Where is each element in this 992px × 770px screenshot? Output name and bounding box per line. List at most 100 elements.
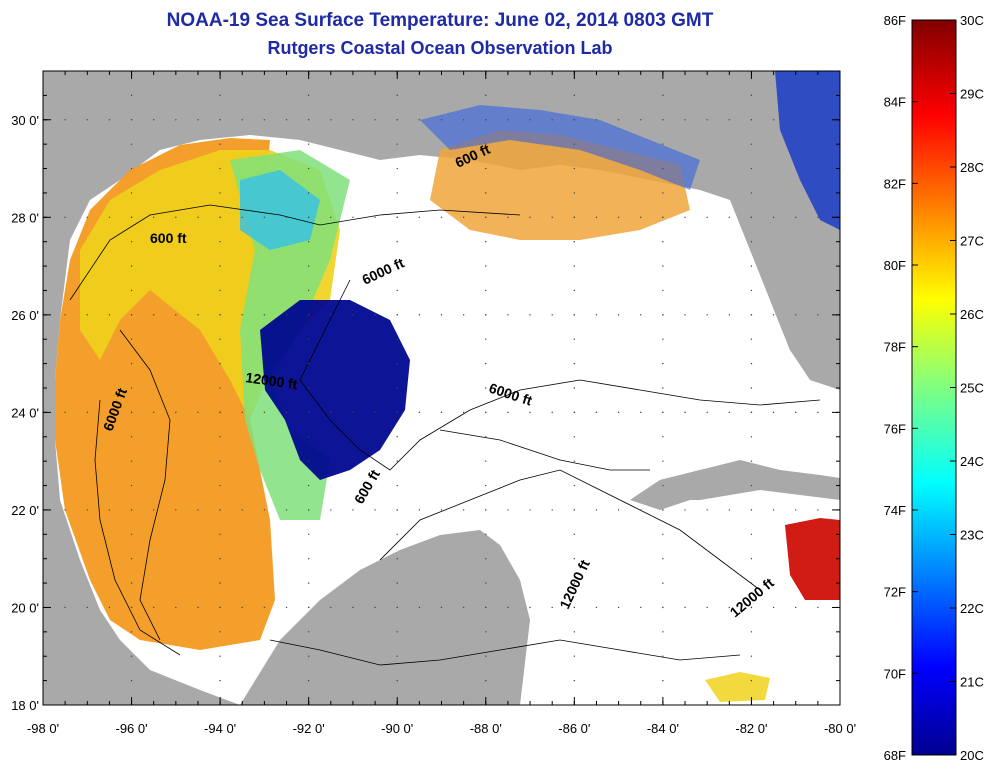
graticule-dot bbox=[418, 606, 421, 609]
graticule-dot bbox=[551, 119, 553, 121]
graticule-dot bbox=[706, 606, 708, 609]
graticule-dot bbox=[750, 582, 753, 584]
sst-cyan-patch bbox=[240, 170, 320, 250]
graticule-dot bbox=[817, 606, 819, 609]
graticule-dot bbox=[86, 411, 88, 414]
graticule-dot bbox=[396, 192, 398, 194]
graticule-dot bbox=[64, 119, 66, 121]
graticule-dot bbox=[662, 362, 664, 365]
graticule-dot bbox=[595, 314, 598, 316]
graticule-dot bbox=[662, 655, 664, 657]
graticule-dot bbox=[307, 338, 310, 340]
graticule-dot bbox=[396, 362, 398, 365]
graticule-dot bbox=[662, 411, 664, 414]
graticule-dot bbox=[595, 411, 598, 414]
sst-east-blue-strip bbox=[775, 71, 840, 230]
graticule-dot bbox=[396, 411, 398, 414]
graticule-dot bbox=[86, 314, 88, 316]
graticule-dot bbox=[219, 216, 221, 219]
graticule-dot bbox=[86, 216, 88, 219]
graticule-dot bbox=[573, 679, 576, 682]
graticule-dot bbox=[241, 216, 243, 219]
graticule-dot bbox=[462, 216, 465, 219]
graticule-dot bbox=[64, 216, 66, 219]
graticule-dot bbox=[485, 167, 487, 170]
graticule-dot bbox=[485, 606, 487, 609]
yucatan-peninsula bbox=[240, 530, 530, 705]
graticule-dot bbox=[130, 216, 133, 219]
graticule-dot bbox=[662, 387, 664, 389]
graticule-dot bbox=[817, 314, 819, 316]
graticule-dot bbox=[573, 94, 576, 97]
lon-tick-label: -80 0' bbox=[824, 721, 856, 736]
graticule-dot bbox=[307, 94, 310, 97]
graticule-dot bbox=[684, 314, 686, 316]
graticule-dot bbox=[130, 143, 133, 145]
graticule-dot bbox=[64, 509, 66, 511]
graticule-dot bbox=[507, 509, 509, 511]
graticule-dot bbox=[330, 606, 332, 609]
graticule-dot bbox=[396, 460, 398, 462]
graticule-dot bbox=[130, 436, 133, 438]
lon-tick-label: -90 0' bbox=[381, 721, 413, 736]
graticule-dot bbox=[507, 119, 509, 121]
graticule-dot bbox=[418, 411, 421, 414]
graticule-dot bbox=[795, 119, 797, 121]
graticule-dot bbox=[219, 655, 221, 657]
graticule-dot bbox=[330, 314, 332, 316]
colorbar-f-label: 72F bbox=[884, 585, 906, 600]
graticule-dot bbox=[219, 192, 221, 194]
graticule-dot bbox=[219, 679, 221, 682]
graticule-dot bbox=[307, 192, 310, 194]
graticule-dot bbox=[662, 167, 664, 170]
graticule-dot bbox=[750, 362, 753, 365]
graticule-dot bbox=[706, 509, 708, 511]
graticule-dot bbox=[396, 167, 398, 170]
graticule-dot bbox=[307, 411, 310, 414]
graticule-dot bbox=[307, 216, 310, 219]
graticule-dot bbox=[617, 509, 620, 511]
graticule-dot bbox=[573, 606, 576, 609]
graticule-dot bbox=[640, 411, 642, 414]
graticule-dot bbox=[750, 679, 753, 682]
lat-tick-label: 28 0' bbox=[11, 210, 39, 225]
graticule-dot bbox=[795, 314, 797, 316]
graticule-dot bbox=[418, 314, 421, 316]
graticule-dot bbox=[551, 509, 553, 511]
colorbar-c-label: 21C bbox=[960, 675, 984, 690]
graticule-dot bbox=[64, 411, 66, 414]
graticule-dot bbox=[485, 387, 487, 389]
graticule-dot bbox=[307, 314, 310, 316]
graticule-dot bbox=[396, 94, 398, 97]
graticule-dot bbox=[219, 289, 221, 292]
graticule-dot bbox=[573, 192, 576, 194]
graticule-dot bbox=[662, 631, 664, 633]
graticule-dot bbox=[529, 314, 531, 316]
lat-tick-label: 20 0' bbox=[11, 600, 39, 615]
graticule-dot bbox=[750, 387, 753, 389]
graticule-dot bbox=[307, 289, 310, 292]
graticule-dot bbox=[485, 362, 487, 365]
graticule-dot bbox=[507, 216, 509, 219]
graticule-dot bbox=[374, 509, 376, 511]
graticule-dot bbox=[684, 119, 686, 121]
graticule-dot bbox=[485, 655, 487, 657]
graticule-dot bbox=[130, 265, 133, 267]
graticule-dot bbox=[573, 509, 576, 511]
graticule-dot bbox=[728, 119, 731, 121]
map-axes: -98 0' -96 0' -94 0' -92 0' -90 0' -88 0' -86 … bbox=[11, 70, 856, 736]
graticule-dot bbox=[617, 606, 620, 609]
graticule-dot bbox=[440, 119, 443, 121]
graticule-dot bbox=[750, 119, 753, 121]
graticule-dot bbox=[750, 411, 753, 414]
graticule-dot bbox=[662, 289, 664, 292]
graticule-dot bbox=[750, 167, 753, 170]
graticule-dot bbox=[175, 314, 177, 316]
graticule-dot bbox=[485, 240, 487, 243]
graticule-dot bbox=[750, 655, 753, 657]
graticule-dot bbox=[86, 606, 88, 609]
graticule-dot bbox=[529, 606, 531, 609]
graticule-dot bbox=[440, 509, 443, 511]
graticule-dot bbox=[418, 119, 421, 121]
colorbar-c-label: 24C bbox=[960, 454, 984, 469]
